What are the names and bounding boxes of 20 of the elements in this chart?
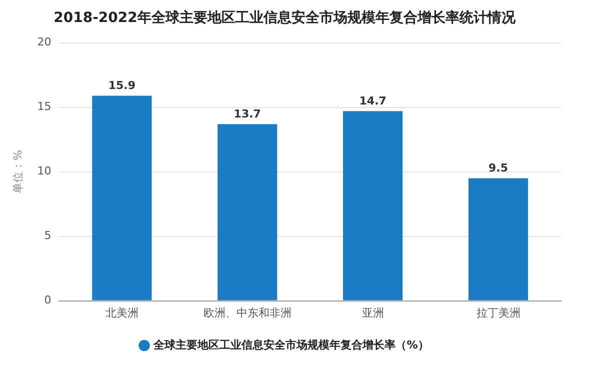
chart-title: 2018-2022年全球主要地区工业信息安全市场规模年复合增长率统计情况 xyxy=(54,9,516,26)
y-tick-label: 20 xyxy=(37,36,52,49)
y-axis-title: 单位：% xyxy=(11,150,24,194)
y-tick-label: 0 xyxy=(44,294,52,307)
x-tick-label: 拉丁美洲 xyxy=(476,306,520,320)
bar xyxy=(468,178,528,300)
data-label: 15.9 xyxy=(108,79,136,92)
x-tick-label: 北美洲 xyxy=(105,306,138,320)
data-label: 14.7 xyxy=(359,94,386,108)
y-tick-label: 15 xyxy=(37,100,52,114)
x-tick-label: 亚洲 xyxy=(362,306,384,320)
bar xyxy=(218,124,278,300)
bar xyxy=(92,96,152,300)
legend-label: 全球主要地区工业信息安全市场规模年复合增长率（%） xyxy=(152,338,429,352)
data-label: 13.7 xyxy=(234,107,261,120)
data-label: 9.5 xyxy=(488,162,508,175)
bar xyxy=(343,111,403,300)
x-tick-label: 欧洲、中东和非洲 xyxy=(203,306,292,320)
y-tick-label: 10 xyxy=(37,164,52,178)
y-tick-label: 5 xyxy=(44,229,52,242)
